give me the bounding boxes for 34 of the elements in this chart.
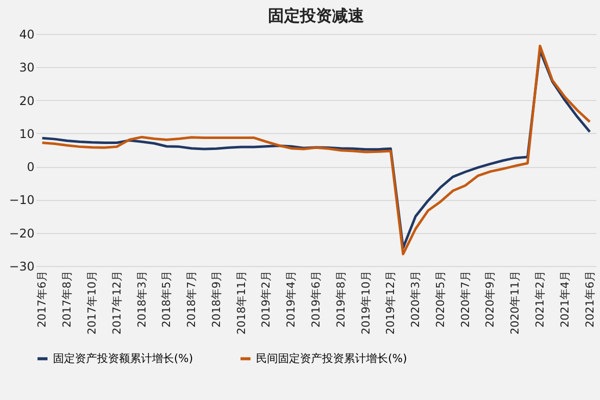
x-tick-label: 2017年8月 [60,270,74,328]
x-tick-label: 2020年7月 [458,270,472,328]
x-tick-label: 2018年11月 [234,270,248,334]
y-tick-label: 0 [26,160,34,174]
x-tick-label: 2017年12月 [110,270,124,334]
x-tick-label: 2020年5月 [434,270,447,328]
x-tick-label: 2017年6月 [36,270,49,328]
x-tick-label: 2019年4月 [284,270,298,328]
legend-label: 固定资产投资额累计增长(%) [53,352,194,365]
x-tick-label: 2019年6月 [310,270,322,328]
x-tick-label: 2019年12月 [384,270,398,334]
x-tick-label: 2020年9月 [484,270,497,328]
legend-label: 民间固定资产投资累计增长(%) [256,352,408,365]
y-tick-label: 20 [19,94,34,108]
x-tick-label: 2019年8月 [334,270,348,328]
x-tick-label: 2021年6月 [583,270,596,328]
x-tick-label: 2020年3月 [409,270,422,328]
y-tick-label: 40 [19,28,34,42]
y-tick-label: −20 [9,226,34,240]
x-tick-label: 2019年10月 [359,270,372,334]
y-tick-label: 30 [19,60,34,75]
x-tick-label: 2017年10月 [86,270,98,334]
chart-title: 固定投资减速 [268,6,365,25]
y-tick-label: −10 [9,193,34,208]
x-tick-label: 2019年2月 [260,270,273,328]
x-tick-label: 2018年7月 [185,270,198,328]
x-tick-label: 2018年5月 [160,270,174,328]
y-tick-label: −30 [9,260,34,274]
x-tick-label: 2018年9月 [210,270,223,328]
x-tick-label: 2018年3月 [135,270,148,328]
x-tick-label: 2021年4月 [558,270,572,328]
x-tick-label: 2021年2月 [534,270,546,328]
x-tick-label: 2020年11月 [508,270,522,334]
y-tick-label: 10 [19,126,34,141]
